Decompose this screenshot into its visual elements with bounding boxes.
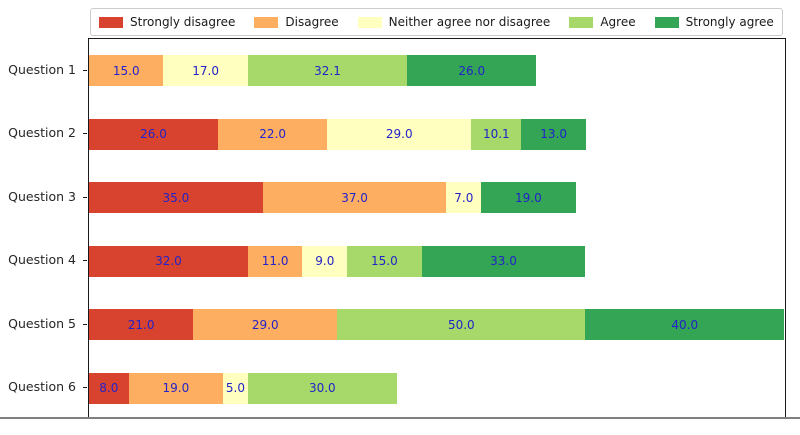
legend-item: Strongly agree <box>654 15 774 29</box>
y-tick-label: Question 5 <box>8 315 76 331</box>
bar-segment: 17.0 <box>163 55 248 87</box>
bar-segment: 26.0 <box>89 118 219 150</box>
y-tick-label: Question 2 <box>8 125 76 141</box>
bar-segment: 15.0 <box>347 245 422 277</box>
bar-row: 32.0 11.0 9.0 15.0 33.0 <box>89 245 785 277</box>
bar-segment: 30.0 <box>247 372 397 404</box>
legend-label: Strongly disagree <box>130 15 236 29</box>
y-tick-mark <box>83 196 87 198</box>
plot-area: 15.0 17.0 32.1 26.0 26.0 22.0 29.0 10.1 13.0 35.0… <box>88 38 786 419</box>
bar-segment: 29.0 <box>193 309 338 341</box>
bar-segment: 11.0 <box>247 245 303 277</box>
bar-segment: 29.0 <box>327 118 472 150</box>
y-tick-label: Question 3 <box>8 188 76 204</box>
bar-row: 26.0 22.0 29.0 10.1 13.0 <box>89 118 785 150</box>
bar-segment: 5.0 <box>223 372 248 404</box>
legend-label: Disagree <box>285 15 339 29</box>
bar-value-label: 9.0 <box>315 254 335 269</box>
y-tick-mark <box>83 69 87 71</box>
y-tick-mark <box>83 133 87 135</box>
bar-value-label: 11.0 <box>261 254 289 269</box>
bar-value-label: 26.0 <box>458 63 486 78</box>
bar-value-label: 22.0 <box>259 127 287 142</box>
bar-value-label: 29.0 <box>251 317 279 332</box>
bar-segment: 35.0 <box>89 182 263 214</box>
bar-segment: 32.1 <box>247 55 408 87</box>
bar-value-label: 32.0 <box>155 254 182 269</box>
bar-row: 21.0 29.0 50.0 40.0 <box>89 309 785 341</box>
bar-segment: 50.0 <box>337 309 586 341</box>
bar-segment: 33.0 <box>421 245 586 277</box>
y-tick-label: Question 4 <box>8 252 76 268</box>
legend-swatch-icon <box>99 16 123 28</box>
bar-value-label: 26.0 <box>140 127 167 142</box>
legend-swatch-icon <box>357 16 382 28</box>
bar-row: 15.0 17.0 32.1 26.0 <box>89 55 785 87</box>
bar-segment: 8.0 <box>89 372 129 404</box>
bar-value-label: 29.0 <box>385 127 413 142</box>
bar-value-label: 8.0 <box>99 381 119 396</box>
legend-label: Neither agree nor disagree <box>388 15 551 29</box>
bar-value-label: 30.0 <box>308 381 336 396</box>
y-axis-labels: Question 1 Question 2 Question 3 Question 4… <box>0 38 88 419</box>
y-tick-mark <box>83 323 87 325</box>
y-tick-mark <box>83 260 87 262</box>
bar-value-label: 15.0 <box>371 254 398 269</box>
bar-segment: 32.0 <box>89 245 248 277</box>
bar-segment: 19.0 <box>481 182 576 214</box>
bar-segment: 15.0 <box>89 55 164 87</box>
bar-value-label: 35.0 <box>162 190 190 205</box>
y-tick-mark <box>83 387 87 389</box>
bar-row: 8.0 19.0 5.0 30.0 <box>89 372 785 404</box>
legend-label: Agree <box>600 15 636 29</box>
legend-item: Disagree <box>254 15 339 29</box>
bar-value-label: 32.1 <box>314 63 341 78</box>
legend-item: Strongly disagree <box>99 16 235 28</box>
chart-legend: Strongly disagree Disagree Neither agree n… <box>90 8 783 36</box>
bar-segment: 7.0 <box>446 182 482 214</box>
bar-segment: 10.1 <box>471 118 522 150</box>
bar-value-label: 15.0 <box>112 63 140 78</box>
bar-segment: 13.0 <box>521 118 586 150</box>
legend-swatch-icon <box>654 16 679 28</box>
bar-value-label: 21.0 <box>127 317 155 332</box>
bar-segment: 26.0 <box>407 55 537 87</box>
bar-value-label: 5.0 <box>225 381 245 396</box>
bar-segment: 22.0 <box>218 118 328 150</box>
figure-baseline <box>0 417 800 419</box>
bar-value-label: 13.0 <box>540 127 568 142</box>
bar-value-label: 19.0 <box>514 190 542 205</box>
y-tick-label: Question 1 <box>8 61 76 77</box>
bar-segment: 40.0 <box>585 309 784 341</box>
bar-value-label: 7.0 <box>454 190 474 205</box>
legend-label: Strongly agree <box>685 15 774 29</box>
bar-value-label: 40.0 <box>671 317 699 332</box>
bar-value-label: 50.0 <box>447 317 475 332</box>
bar-segment: 21.0 <box>89 309 194 341</box>
bar-value-label: 37.0 <box>341 190 368 205</box>
legend-item: Neither agree nor disagree <box>357 15 551 29</box>
bar-segment: 37.0 <box>262 182 447 214</box>
bar-row: 35.0 37.0 7.0 19.0 <box>89 182 785 214</box>
y-tick-label: Question 6 <box>8 379 76 395</box>
bar-value-label: 19.0 <box>162 381 190 396</box>
bar-value-label: 17.0 <box>192 63 219 78</box>
bar-segment: 19.0 <box>128 372 224 404</box>
legend-swatch-icon <box>569 16 594 28</box>
bar-value-label: 10.1 <box>482 127 510 142</box>
bar-segment: 9.0 <box>302 245 348 277</box>
legend-swatch-icon <box>254 16 279 28</box>
legend-item: Agree <box>569 15 636 29</box>
bar-value-label: 33.0 <box>490 254 517 269</box>
